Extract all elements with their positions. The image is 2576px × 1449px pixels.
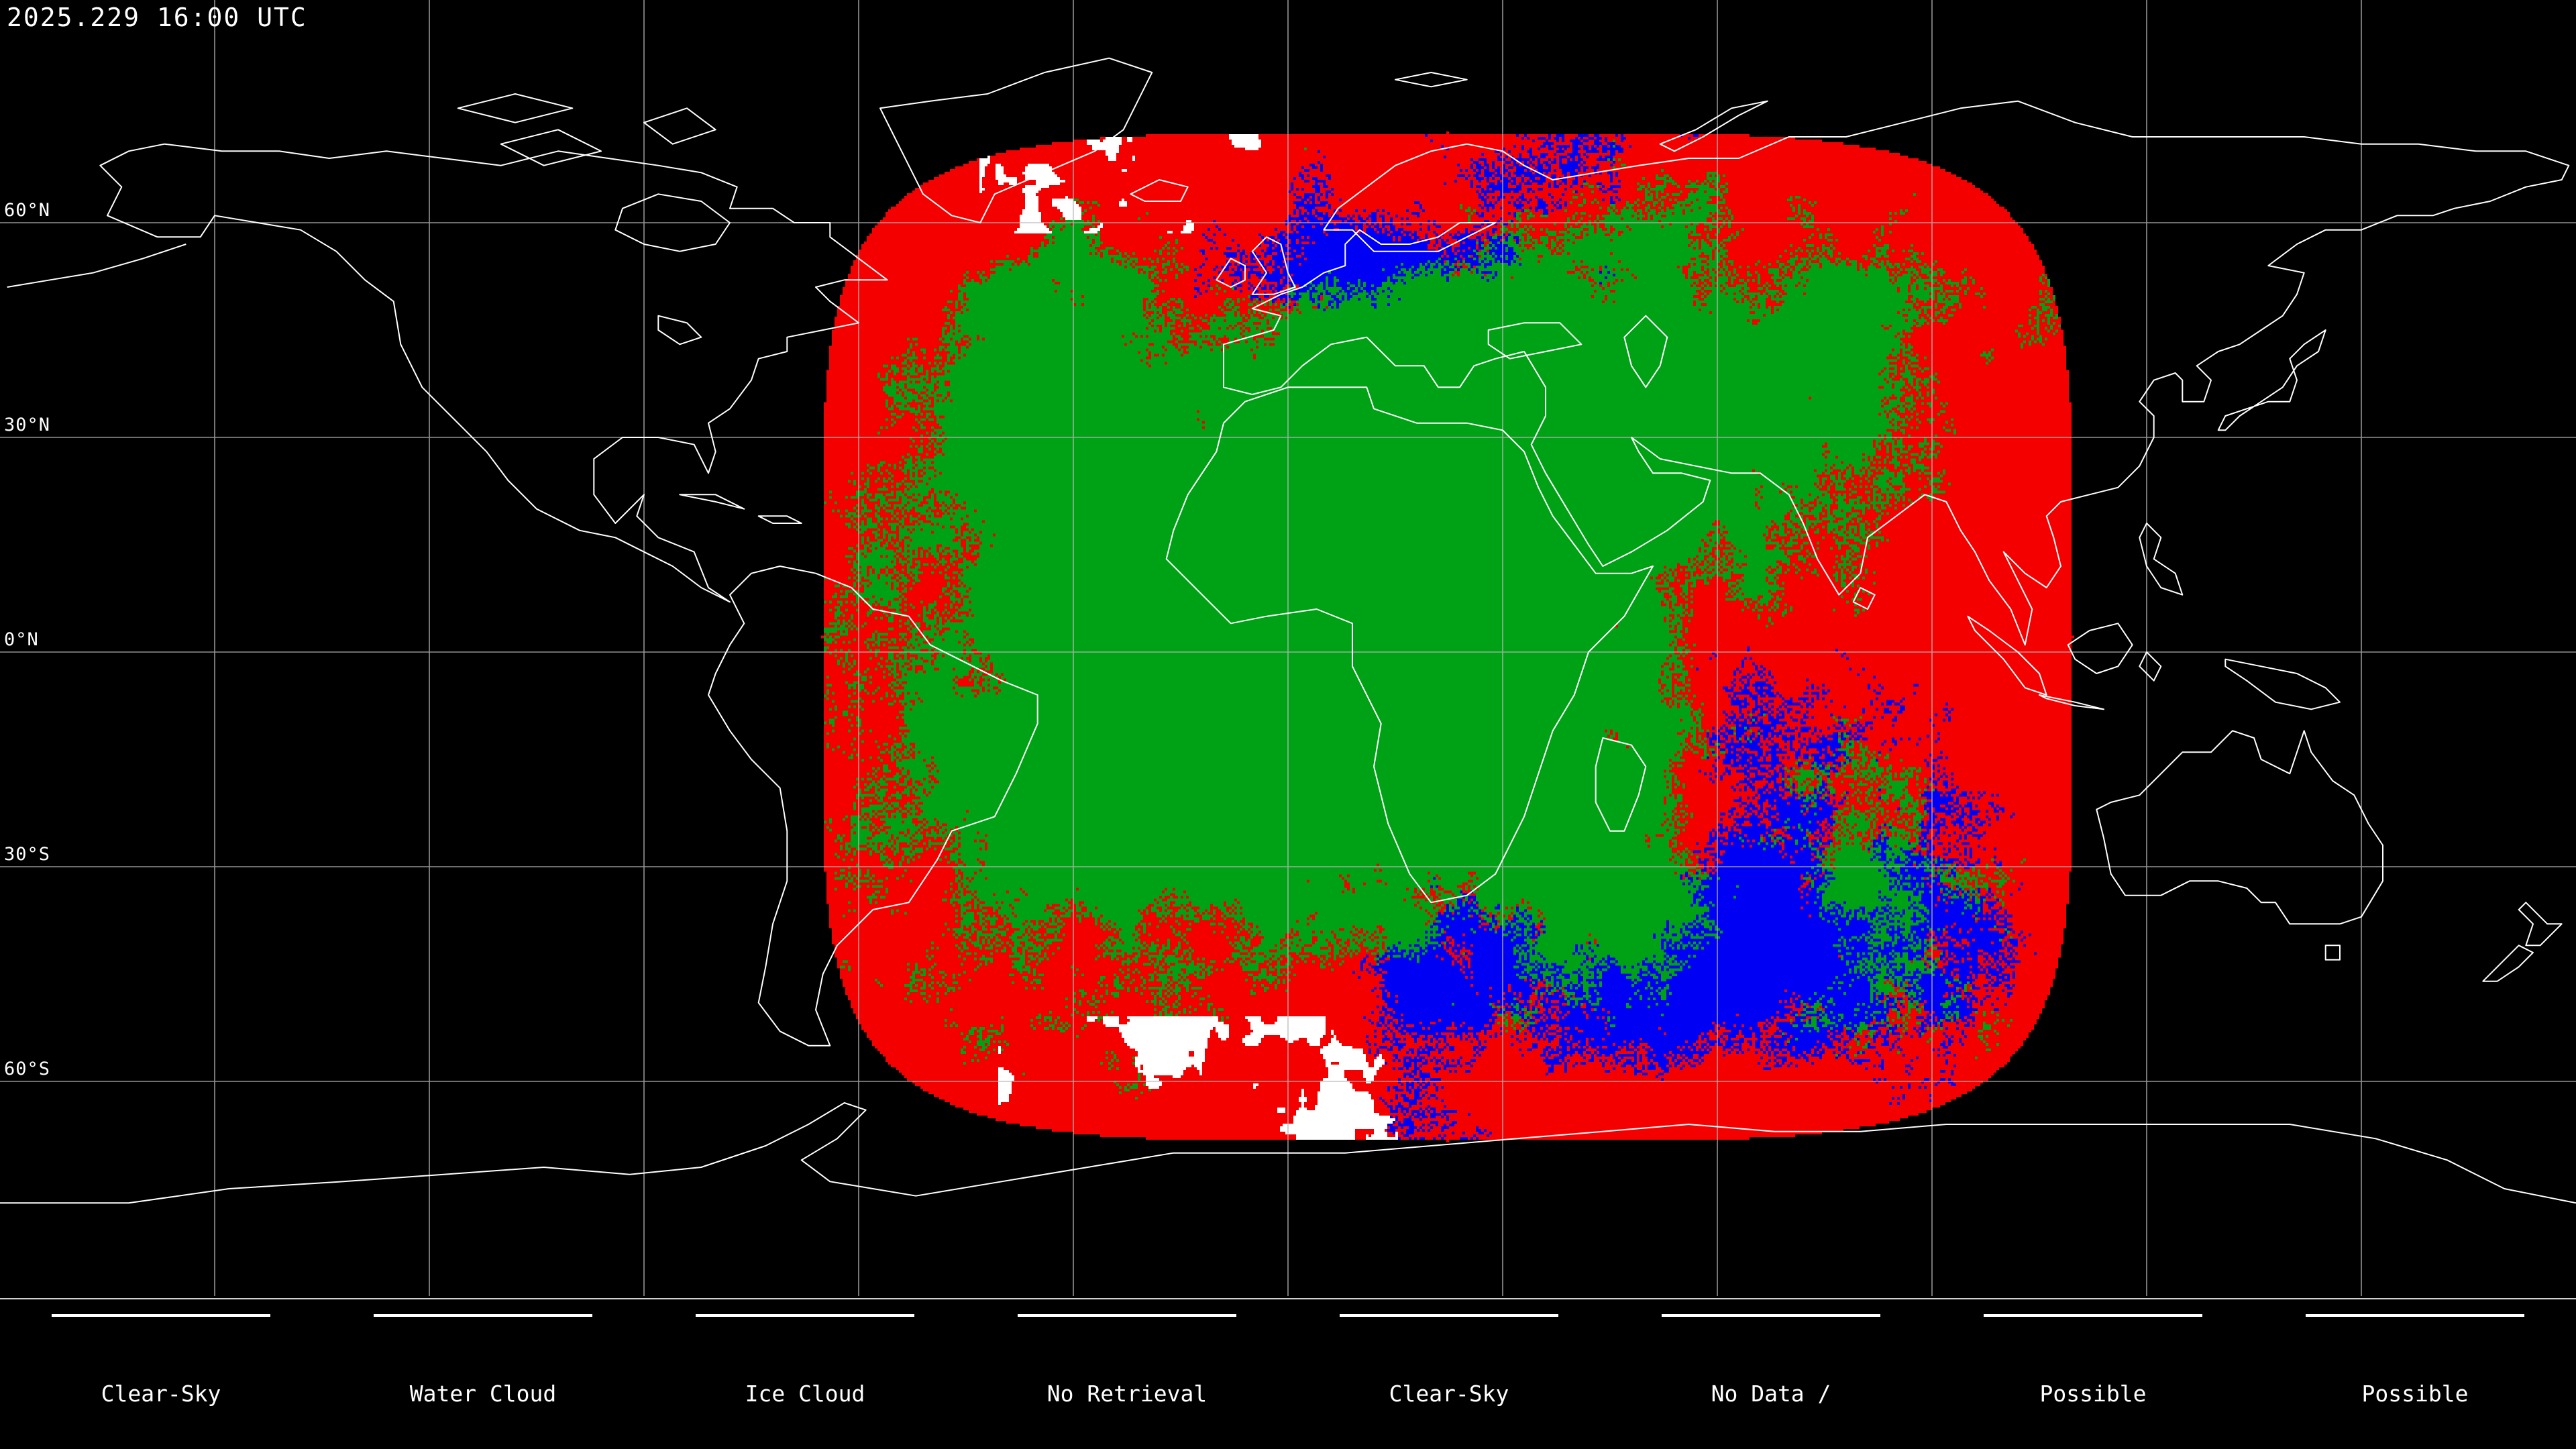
coastlines (0, 57, 2576, 1204)
legend-label-line1: Clear-Sky (1389, 1381, 1509, 1407)
lat-label-30n: 30°N (4, 415, 51, 435)
legend-item-possible-ice-cloud: Possible Ice Cloud (2254, 1299, 2576, 1449)
legend-label-line1: No Data / (1711, 1381, 1831, 1407)
graticule (0, 0, 2576, 1296)
legend-item-ice-cloud: Ice Cloud (644, 1299, 966, 1449)
legend-label-line1: Possible (2039, 1381, 2147, 1407)
possible-water-cloud-swatch (1984, 1314, 2202, 1317)
legend-label-line1: Possible (2361, 1381, 2469, 1407)
legend-item-no-retrieval: No Retrieval (966, 1299, 1288, 1449)
legend-label: No Retrieval (1047, 1325, 1207, 1449)
legend-label-line1: No Retrieval (1046, 1381, 1208, 1407)
clear-sky-land-water-swatch (1340, 1314, 1558, 1317)
no-data-bad-input-swatch (1662, 1314, 1880, 1317)
legend-label: Water Cloud (410, 1325, 557, 1449)
legend-label: Possible Ice Cloud (2355, 1325, 2475, 1449)
clear-sky-snow-ice-swatch (52, 1314, 270, 1317)
lat-label-30s: 30°S (4, 844, 51, 865)
possible-ice-cloud-swatch (2306, 1314, 2524, 1317)
legend-item-clear-sky-snow-ice: Clear-Sky Snow/Ice (0, 1299, 322, 1449)
legend-item-possible-water-cloud: Possible Water Cloud (1932, 1299, 2254, 1449)
world-map-overlay (0, 0, 2576, 1296)
legend-label: Clear-Sky Snow/Ice (101, 1325, 221, 1449)
legend-label: Clear-Sky Land/Water (1383, 1325, 1516, 1449)
timestamp: 2025.229 16:00 UTC (7, 3, 307, 32)
legend-item-clear-sky-land-water: Clear-Sky Land/Water (1288, 1299, 1610, 1449)
legend-label: Ice Cloud (745, 1325, 865, 1449)
no-retrieval-swatch (1018, 1314, 1236, 1317)
legend-label: No Data / Bad Input (1711, 1325, 1831, 1449)
legend-label-line1: Ice Cloud (745, 1381, 865, 1407)
lat-label-60s: 60°S (4, 1059, 51, 1079)
legend-label: Possible Water Cloud (2020, 1325, 2167, 1449)
legend-label-line1: Clear-Sky (101, 1381, 221, 1407)
legend-item-no-data-bad-input: No Data / Bad Input (1610, 1299, 1932, 1449)
ice-cloud-swatch (696, 1314, 914, 1317)
lat-label-60n: 60°N (4, 200, 51, 221)
legend-item-water-cloud: Water Cloud (322, 1299, 644, 1449)
water-cloud-swatch (374, 1314, 592, 1317)
lat-label-0n: 0°N (4, 629, 39, 650)
legend-label-line1: Water Cloud (409, 1381, 557, 1407)
legend: Clear-Sky Snow/Ice Water Cloud Ice Cloud… (0, 1298, 2576, 1449)
